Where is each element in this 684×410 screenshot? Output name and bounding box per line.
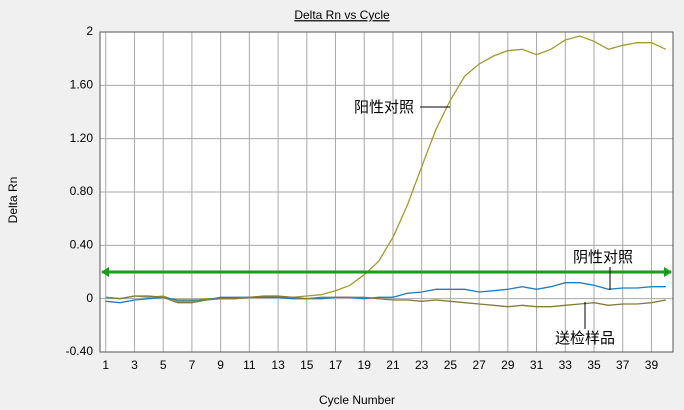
series-line bbox=[105, 295, 666, 308]
y-axis-label: Delta Rn bbox=[6, 177, 20, 224]
x-tick-label: 7 bbox=[189, 358, 196, 372]
grid bbox=[100, 31, 673, 353]
x-tick-label: 37 bbox=[616, 358, 630, 372]
y-tick-label: 0.40 bbox=[70, 238, 94, 252]
x-tick-label: 9 bbox=[217, 358, 224, 372]
x-tick-label: 23 bbox=[415, 358, 429, 372]
marks bbox=[101, 35, 672, 308]
x-tick-label: 3 bbox=[131, 358, 138, 372]
x-tick-label: 27 bbox=[472, 358, 486, 372]
annotation: 阴性对照 bbox=[573, 249, 633, 266]
plot-border bbox=[99, 31, 674, 353]
x-tick-label: 21 bbox=[386, 358, 400, 372]
x-axis-label: Cycle Number bbox=[319, 393, 395, 407]
y-tick-label: 0.80 bbox=[70, 184, 94, 198]
annotation: 阳性对照 bbox=[354, 99, 414, 116]
threshold-arrow bbox=[664, 267, 672, 277]
x-tick-label: 31 bbox=[530, 358, 544, 372]
y-tick-label: 1.60 bbox=[70, 78, 94, 92]
x-tick-label: 25 bbox=[444, 358, 458, 372]
x-tick-label: 19 bbox=[358, 358, 372, 372]
x-tick-label: 33 bbox=[559, 358, 573, 372]
series-line bbox=[105, 282, 666, 304]
x-tick-label: 17 bbox=[329, 358, 343, 372]
x-tick-label: 15 bbox=[300, 358, 314, 372]
x-tick-label: 13 bbox=[271, 358, 285, 372]
x-tick-label: 35 bbox=[587, 358, 601, 372]
y-tick-label: -0.40 bbox=[66, 344, 94, 358]
annotation: 送检样品 bbox=[555, 330, 615, 347]
x-tick-label: 1 bbox=[102, 358, 109, 372]
x-tick-label: 11 bbox=[243, 358, 256, 372]
y-tick-label: 1.20 bbox=[70, 131, 94, 145]
chart-title: Delta Rn vs Cycle bbox=[294, 8, 390, 22]
x-tick-label: 39 bbox=[645, 358, 659, 372]
threshold-arrow bbox=[101, 267, 109, 277]
x-tick-label: 5 bbox=[160, 358, 167, 372]
y-tick-label: 2 bbox=[86, 24, 93, 38]
y-tick-label: 0 bbox=[86, 291, 93, 305]
x-tick-label: 29 bbox=[501, 358, 515, 372]
